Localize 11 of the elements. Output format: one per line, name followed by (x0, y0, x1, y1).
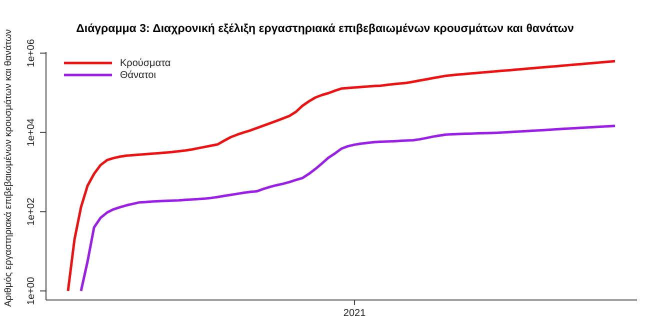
chart-title: Διάγραμμα 3: Διαχρονική εξέλιξη εργαστηριακά επιβεβαιωμένων κρουσμάτων και θανάτων (76, 23, 574, 35)
y-tick-label: 1e+02 (26, 197, 37, 226)
line-series (80, 124, 616, 292)
y-axis-title: Αριθμός εργαστηριακά επιβεβαιωμένων κρουσμάτων και θανάτων (3, 28, 14, 307)
line-series (66, 60, 616, 292)
y-tick-label: 1e+06 (26, 38, 37, 68)
x-tick-label: 2021 (343, 308, 366, 319)
y-tick-label: 1e+00 (26, 276, 37, 305)
y-tick-label: 1e+04 (26, 118, 37, 146)
legend-label: Κρούσματα (120, 58, 171, 68)
legend-label: Θάνατοι (120, 70, 156, 80)
